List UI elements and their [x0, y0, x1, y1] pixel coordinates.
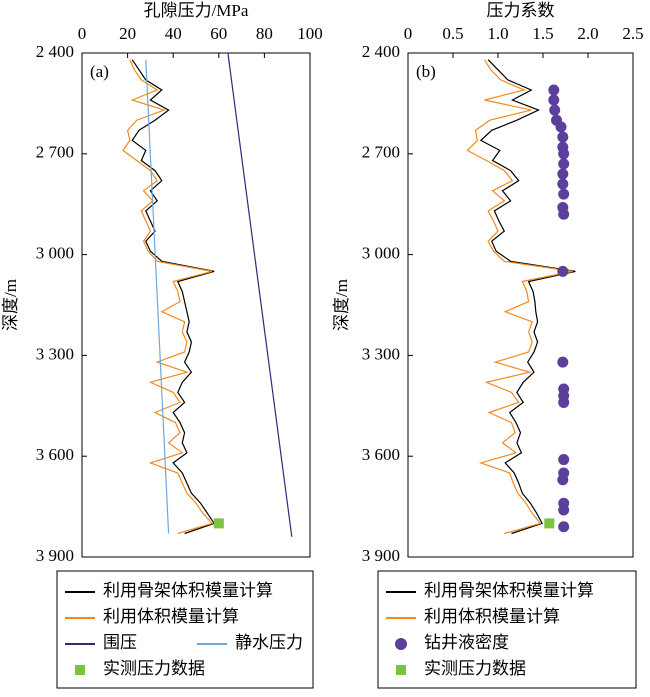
scatter-point: [558, 188, 570, 200]
scatter-point: [557, 265, 569, 277]
panel-label: (b): [416, 62, 436, 81]
plot-frame: [81, 52, 311, 558]
scatter-point: [549, 104, 561, 116]
series-line: [145, 59, 170, 534]
scatter-point: [558, 158, 570, 170]
x-tick-label: 2.0: [577, 24, 598, 43]
x-tick-label: 1.0: [487, 24, 508, 43]
axis-title: 压力系数: [487, 1, 555, 20]
scatter-point: [557, 168, 569, 180]
scatter-point: [557, 474, 569, 486]
y-tick-label: 2 400: [36, 42, 74, 61]
x-tick-label: 40: [165, 24, 182, 43]
scatter-point: [555, 121, 567, 133]
scatter-point: [557, 356, 569, 368]
y-axis-label: 深度/m: [332, 279, 351, 331]
scatter-point: [558, 521, 570, 533]
scatter-point: [548, 94, 560, 106]
y-tick-label: 2 400: [362, 42, 400, 61]
measured-point: [213, 518, 224, 529]
scatter-point: [558, 208, 570, 220]
x-tick-label: 100: [297, 24, 323, 43]
y-axis-label: 深度/m: [1, 279, 20, 331]
legend-swatch: [396, 665, 406, 675]
panel-label: (a): [90, 62, 109, 81]
legend-swatch: [395, 638, 407, 650]
axis-title: 孔隙压力/MPa: [144, 1, 249, 20]
x-tick-label: 20: [119, 24, 136, 43]
scatter-point: [558, 454, 570, 466]
plot-frame: [407, 52, 634, 558]
legend-label: 静水压力: [235, 633, 303, 652]
scatter-point: [558, 504, 570, 516]
x-tick-label: 80: [256, 24, 273, 43]
y-tick-label: 3 900: [362, 546, 400, 565]
y-tick-label: 3 600: [36, 445, 74, 464]
y-tick-label: 2 700: [362, 143, 400, 162]
y-tick-label: 3 900: [36, 546, 74, 565]
series-line: [466, 59, 573, 535]
y-tick-label: 3 000: [362, 244, 400, 263]
legend-label: 钻井液密度: [424, 633, 509, 652]
legend-label: 利用体积模量计算: [103, 607, 239, 626]
y-tick-label: 2 700: [36, 143, 74, 162]
scatter-point: [548, 84, 560, 96]
scatter-point: [557, 178, 569, 190]
legend-label: 利用骨架体积模量计算: [424, 581, 594, 600]
measured-point: [544, 518, 555, 529]
series-line: [227, 52, 293, 537]
x-tick-label: 0: [78, 24, 87, 43]
series-line: [122, 59, 214, 535]
legend-label: 利用体积模量计算: [424, 607, 560, 626]
scatter-point: [557, 131, 569, 143]
legend-label: 实测压力数据: [103, 659, 205, 678]
legend-label: 利用骨架体积模量计算: [103, 581, 273, 600]
x-tick-label: 0.5: [442, 24, 463, 43]
y-tick-label: 3 000: [36, 244, 74, 263]
scatter-point: [558, 148, 570, 160]
x-tick-label: 2.5: [622, 24, 643, 43]
x-tick-label: 1.5: [532, 24, 553, 43]
legend-label: 实测压力数据: [424, 659, 526, 678]
series-line: [479, 59, 576, 535]
legend-box: [56, 570, 314, 689]
series-line: [131, 59, 216, 535]
scatter-point: [558, 396, 570, 408]
y-tick-label: 3 300: [36, 344, 74, 363]
y-tick-label: 3 600: [362, 445, 400, 464]
y-tick-label: 3 300: [362, 344, 400, 363]
legend-box: [377, 570, 637, 689]
x-tick-label: 60: [210, 24, 227, 43]
legend-label: 围压: [103, 633, 137, 652]
legend-swatch: [75, 665, 85, 675]
x-tick-label: 0: [404, 24, 413, 43]
